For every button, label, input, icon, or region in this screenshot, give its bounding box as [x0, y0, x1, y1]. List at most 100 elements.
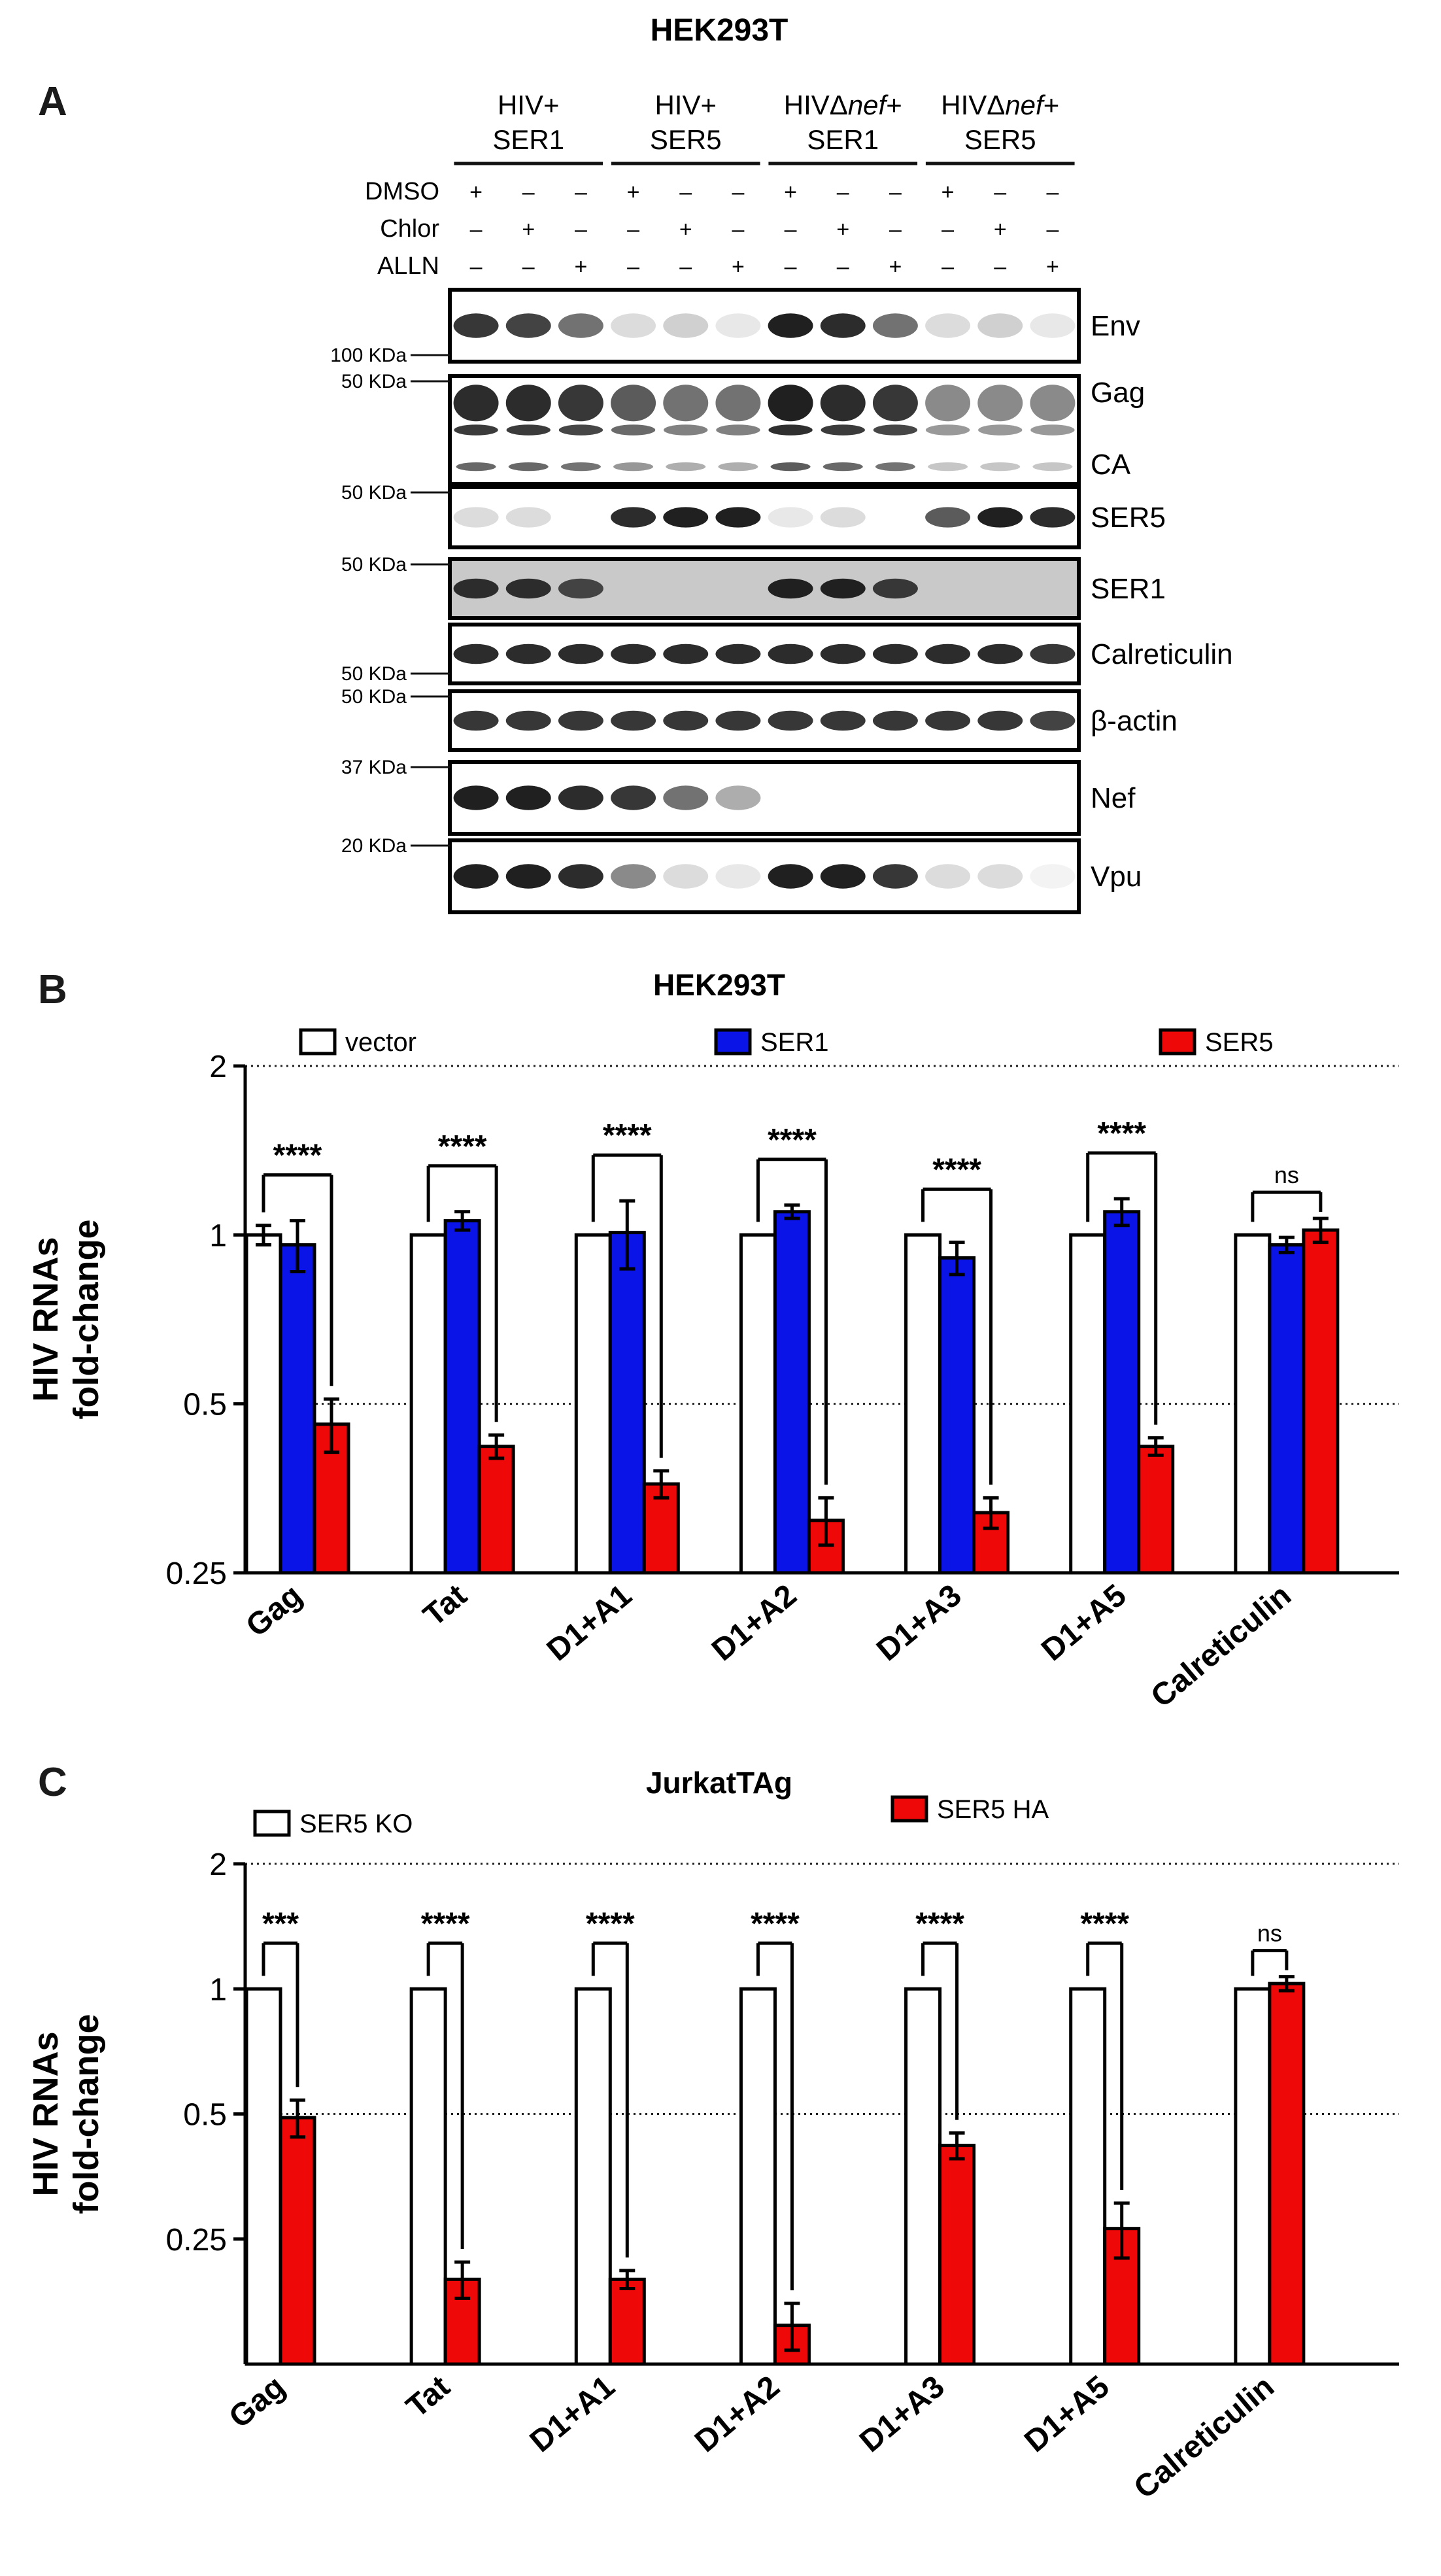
treatment-sign: – [575, 180, 587, 205]
treatment-label: Chlor [380, 215, 439, 243]
chart-c-jurkattag: JurkatTAg SER5 KO SER5 HA HIV RNAs fold-chan… [26, 1766, 1399, 2505]
blot-band [715, 313, 761, 338]
significance-label: **** [438, 1129, 487, 1164]
treatment-sign: – [837, 180, 849, 205]
group-header-line1: HIV+ [654, 90, 717, 120]
blot-band [558, 785, 603, 810]
treatment-sign: – [941, 254, 954, 279]
bar [938, 1256, 976, 1575]
blot-label: Env [1091, 310, 1140, 342]
blot-label: Vpu [1091, 861, 1142, 893]
blot-band [560, 462, 601, 472]
y-axis-label: fold-change [67, 2014, 106, 2214]
blot-label: β-actin [1091, 705, 1178, 737]
treatment-sign: + [469, 180, 483, 205]
legend-label: vector [345, 1028, 416, 1057]
y-axis-label: HIV RNAs [26, 1237, 65, 1401]
legend-swatch [299, 1028, 337, 1056]
treatment-sign: – [889, 180, 902, 205]
blot-band [506, 424, 551, 436]
blot-band [1032, 462, 1073, 472]
blot-strip [448, 557, 1081, 620]
treatment-sign: + [784, 180, 797, 205]
blot-band [875, 462, 915, 472]
y-tick-label: 0.5 [183, 2098, 227, 2133]
molecular-weight-marker: 50 KDa [341, 371, 407, 392]
blot-band [925, 710, 971, 731]
blot-band [453, 507, 499, 528]
blot-strip [448, 485, 1081, 549]
bar [1069, 1987, 1107, 2366]
blot-band [558, 864, 603, 889]
blot-strip [448, 374, 1081, 486]
blot-band [768, 424, 813, 436]
blot-band [925, 424, 970, 436]
treatment-sign: + [941, 180, 955, 205]
x-category-label: D1+A2 [705, 1578, 804, 1668]
blot-band [1030, 710, 1076, 731]
treatment-sign: – [837, 254, 849, 279]
chart-title: HEK293T [653, 968, 785, 1002]
blot-band [1030, 864, 1076, 889]
bar [574, 1233, 612, 1575]
significance-label: **** [421, 1906, 470, 1941]
blot-band [558, 385, 603, 422]
blot-band [663, 785, 709, 810]
y-axis-label: fold-change [67, 1220, 106, 1420]
significance-label: **** [932, 1152, 981, 1187]
blot-band [820, 578, 866, 599]
bar [279, 1243, 316, 1575]
blot-band [872, 864, 918, 889]
blot-band [505, 644, 551, 664]
treatment-sign: – [994, 180, 1006, 205]
blot-band [928, 462, 968, 472]
treatment-sign: – [627, 217, 639, 242]
blot-band [558, 710, 603, 731]
blot-band [768, 507, 813, 528]
significance-label: ns [1257, 1920, 1282, 1947]
treatment-sign: – [470, 254, 483, 279]
blot-band [456, 462, 496, 472]
blot-band [611, 424, 656, 436]
blot-band [666, 462, 706, 472]
bar [1302, 1228, 1340, 1575]
blot-band [715, 710, 761, 731]
significance-label: **** [751, 1906, 800, 1941]
blot-band [505, 864, 551, 889]
blot-strip [448, 288, 1081, 364]
significance-label: **** [586, 1906, 635, 1941]
bar [1268, 1243, 1306, 1575]
treatment-sign: – [1046, 180, 1059, 205]
blot-band [505, 578, 551, 599]
blot-band [453, 578, 499, 599]
bar [773, 1210, 811, 1575]
molecular-weight-marker: 100 KDa [330, 345, 407, 366]
blot-band [611, 864, 656, 889]
x-category-label: Tat [417, 1578, 474, 1634]
blot-band [820, 864, 866, 889]
blot-band [454, 424, 498, 436]
blot-label: Nef [1091, 782, 1136, 814]
y-axis-label: HIV RNAs [26, 2031, 65, 2196]
blot-band [453, 313, 499, 338]
treatment-sign: – [732, 217, 744, 242]
bar [443, 1219, 481, 1575]
bar [739, 1987, 777, 2366]
group-header-line2: SER1 [492, 124, 564, 155]
treatment-sign: + [627, 180, 640, 205]
group-header-line1: HIVΔnef+ [784, 90, 902, 120]
blot-band [453, 864, 499, 889]
blot-band [872, 385, 918, 422]
bar [1069, 1233, 1107, 1575]
blot-band [872, 313, 918, 338]
blot-band [1030, 313, 1076, 338]
y-tick-label: 2 [209, 1050, 227, 1084]
blot-band [821, 424, 865, 436]
blot-band [663, 385, 709, 422]
blot-band [820, 313, 866, 338]
treatment-sign: – [785, 217, 797, 242]
blot-band [873, 424, 918, 436]
treatment-sign: + [889, 254, 902, 279]
blot-sublabel: CA [1091, 449, 1131, 481]
blot-band [872, 578, 918, 599]
